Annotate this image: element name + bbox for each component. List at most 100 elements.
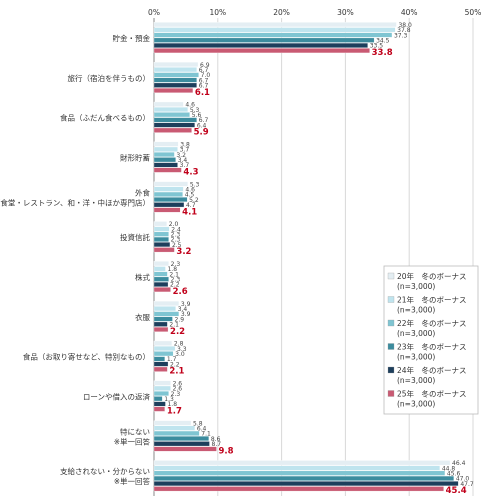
bar [153,88,194,93]
category-label-line: ローンや借入の返済 [83,391,151,401]
bar-value-label: 4.1 [182,207,197,217]
bar [153,231,169,237]
bar [153,62,199,67]
bar-value-label: 2.1 [169,271,179,278]
category-label: 食品（ふだん食べるもの） [60,113,150,123]
bar-group: 4.65.35.66.76.45.9 [153,102,209,138]
bar-group: 2.83.33.01.72.22.1 [153,340,187,377]
bar-value-label: 5.2 [189,197,199,204]
bar [153,82,197,88]
bar-value-label: 4.7 [186,202,196,209]
bar [153,470,446,476]
x-tick-label: 20% [273,8,290,17]
bar [153,261,169,267]
bar [153,340,173,346]
bar-value-label: 6.4 [197,425,207,432]
bar [153,157,176,163]
bar-value-label: 46.4 [452,460,466,467]
bar-value-label: 3.7 [180,147,190,154]
category-label-line: 投資信託 [120,232,150,242]
x-tick-label: 0% [148,8,160,17]
bar [153,311,180,317]
category-label: 特にない※単一回答 [114,426,151,446]
bar [153,152,175,157]
bar-value-label: 44.8 [442,465,456,472]
legend-label-line: 24年 冬のボーナス [397,365,467,375]
bar-value-label: 8.6 [211,436,221,443]
bar-value-label: 7.0 [201,72,211,79]
x-tick-label: 30% [337,8,354,17]
bar [153,425,195,431]
legend-swatch [387,319,395,327]
bar [153,162,178,168]
category-label-line: ※単一回答 [114,436,151,446]
category-label-line: 旅行（宿泊を伴うもの） [68,73,151,83]
category-label: 貯金・預金 [113,33,151,43]
bar [153,465,440,471]
bar-value-label: 5.3 [190,181,200,188]
category-label-line: 貯金・預金 [113,33,151,43]
bar-value-label: 45.4 [446,486,467,496]
bar [153,247,175,253]
category-label: 投資信託 [120,232,150,242]
bar-value-label: 6.7 [199,83,209,90]
bar-group: 3.93.43.92.92.12.2 [153,301,191,337]
bar [153,122,195,128]
bar [153,281,169,287]
category-label-line: 財形貯蓄 [120,152,150,162]
legend-label: 20年 冬のボーナス(n=3,000) [397,271,467,291]
bar-value-label: 3.8 [180,141,190,148]
bar [153,446,217,452]
bar [153,202,185,208]
bar-group: 5.34.64.55.24.74.1 [153,181,200,217]
bar-value-label: 3.3 [177,346,187,353]
x-tick-label: 10% [209,8,226,17]
bar-value-label: 4.6 [185,102,195,109]
bar [153,321,168,327]
category-label-line: 支給されない・分からない [60,466,150,476]
bar-value-label: 3.2 [176,152,186,159]
bar [153,226,170,232]
bar-value-label: 2.1 [169,322,179,329]
bar [153,326,169,332]
bar-value-label: 9.8 [219,446,234,456]
category-label-line: 特にない [120,426,150,436]
bar [153,276,169,282]
bar [153,42,368,48]
bar-value-label: 2.6 [173,386,183,393]
legend-swatch [387,296,395,303]
bar [153,191,183,197]
bar [153,67,197,73]
bar-value-label: 1.3 [164,396,174,403]
bar-value-label: 3.4 [178,157,188,164]
bar-value-label: 2.8 [174,341,184,348]
bar [153,481,459,487]
bar [153,146,178,152]
legend-label: 22年 冬のボーナス(n=3,000) [397,318,467,338]
bar [153,117,197,123]
bar [153,391,169,396]
legend-label-line: (n=3,000) [397,400,435,409]
bar [153,361,169,367]
bar-value-label: 33.5 [370,43,384,50]
legend-label-line: 20年 冬のボーナス [397,271,467,281]
bar [153,306,176,312]
bar [153,420,192,426]
bar-value-label: 2.0 [169,221,179,228]
bar [153,351,174,357]
bar-value-label: 6.7 [199,117,209,124]
bar-value-label: 2.2 [170,327,185,337]
bar [153,27,396,33]
bar-value-label: 2.3 [171,231,181,238]
bar-value-label: 2.4 [171,226,181,233]
legend-label: 23年 冬のボーナス(n=3,000) [397,342,467,362]
bar-value-label: 37.3 [394,32,408,39]
legend-label-line: 21年 冬のボーナス [397,295,467,305]
bar [153,181,188,187]
bar-value-label: 5.9 [194,128,209,138]
bar [153,287,171,293]
bar [153,207,181,213]
x-tick-label: 50% [465,8,482,17]
bar-value-label: 5.8 [193,420,203,427]
